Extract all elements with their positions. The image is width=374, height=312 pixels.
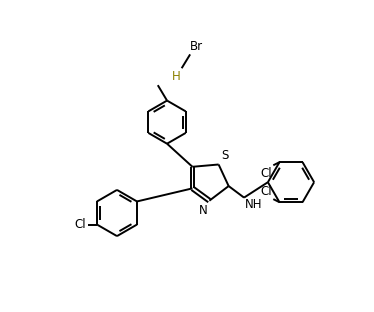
Text: Cl: Cl (260, 167, 272, 180)
Text: N: N (199, 204, 208, 217)
Text: Cl: Cl (260, 185, 272, 197)
Text: NH: NH (245, 198, 262, 211)
Text: Br: Br (190, 40, 203, 53)
Text: Cl: Cl (74, 218, 86, 231)
Text: H: H (172, 70, 181, 83)
Text: S: S (222, 149, 229, 162)
